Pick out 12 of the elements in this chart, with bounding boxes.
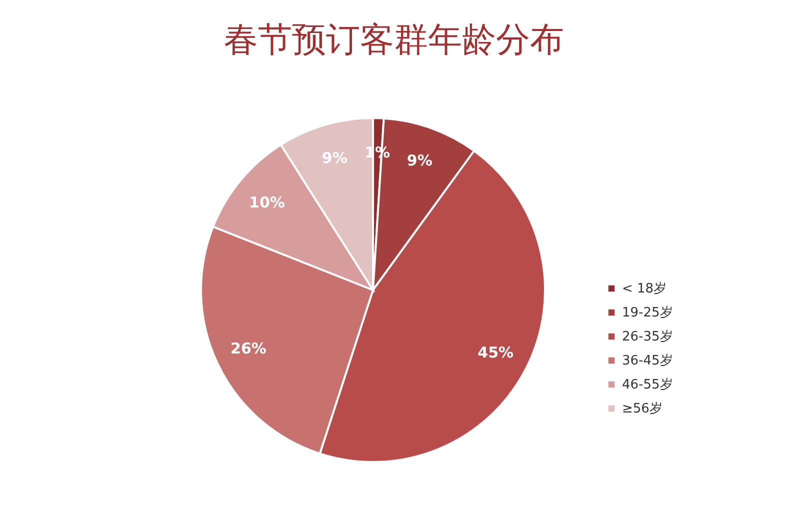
data-label: 9% — [322, 148, 348, 167]
legend-label: 46-55岁 — [622, 378, 673, 392]
data-label: 9% — [406, 152, 432, 170]
legend-label: 36-45岁 — [622, 354, 673, 368]
legend-label: ≥56岁 — [622, 402, 662, 416]
chart-title: 春节预订客群年龄分布 — [224, 20, 564, 60]
legend-label: 19-25岁 — [622, 306, 673, 320]
data-label: 45% — [478, 343, 514, 362]
data-label: 10% — [249, 193, 285, 212]
legend-label: 26-35岁 — [622, 330, 673, 344]
legend-label: < 18岁 — [622, 282, 667, 296]
data-label: 26% — [230, 340, 266, 358]
